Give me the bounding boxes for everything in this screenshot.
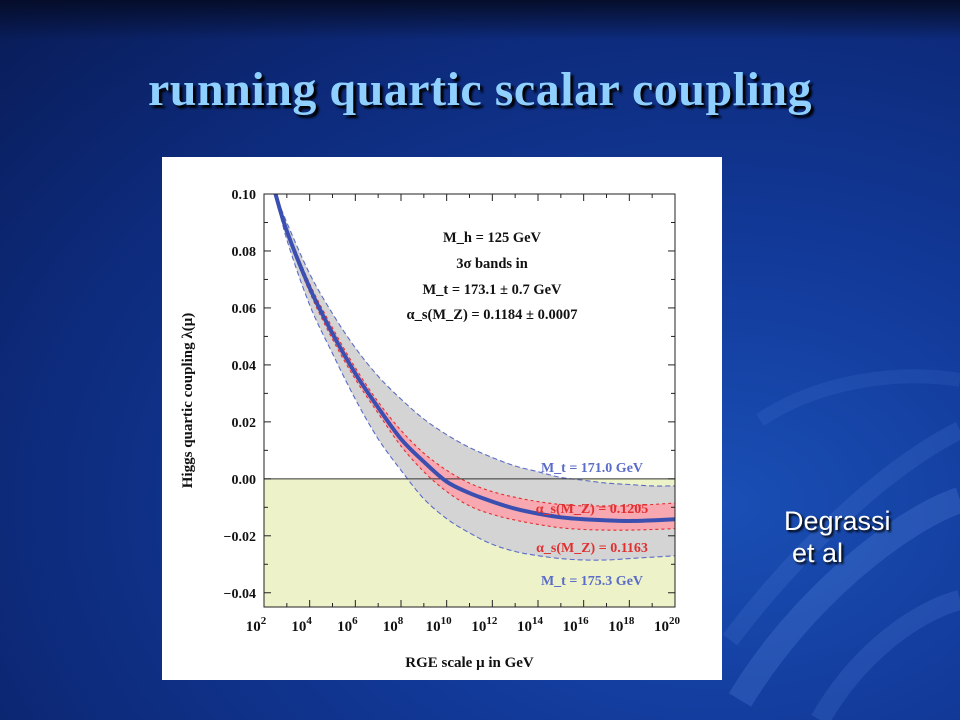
credit-line-2: et al	[792, 538, 844, 568]
band-annotation: M_t = 175.3 GeV	[541, 574, 643, 589]
y-tick-label: 0.02	[232, 416, 257, 431]
coupling-chart: 102 104 106 108 1010 1012 1014 1016 1018 1020 0.10…	[180, 188, 681, 671]
y-axis-label: Higgs quartic coupling λ(μ)	[180, 313, 196, 488]
alpha-lower-line	[274, 194, 675, 531]
y-tick-label: −0.02	[224, 530, 256, 545]
y-tick-label: 0.04	[232, 359, 257, 374]
central-curve	[273, 194, 675, 524]
x-tick-label: 1014	[517, 615, 544, 635]
x-tick-label: 1018	[608, 615, 635, 635]
mt-upper-line	[274, 194, 675, 487]
credit-line-1: Degrassi	[784, 506, 891, 536]
credit-text: Degrassi et al	[772, 505, 922, 569]
y-tick-label: 0.00	[232, 473, 257, 488]
x-tick-label: 106	[337, 615, 358, 635]
legend-line: 3σ bands in	[456, 256, 528, 272]
x-axis-label: RGE scale μ in GeV	[405, 655, 534, 671]
x-tick-label: 104	[291, 615, 312, 635]
x-tick-label: 108	[383, 615, 404, 635]
x-tick-label: 102	[246, 615, 267, 635]
top-shade	[0, 0, 960, 40]
band-annotation: α_s(M_Z) = 0.1163	[536, 541, 648, 556]
band-annotation: α_s(M_Z) = 0.1205	[536, 502, 649, 517]
y-tick-label: 0.08	[232, 245, 257, 260]
x-tick-label: 1012	[471, 615, 498, 635]
alpha-upper-line	[274, 194, 675, 507]
y-tick-label: 0.06	[232, 302, 257, 317]
slide-title: running quartic scalar coupling	[147, 63, 813, 116]
x-tick-label: 1010	[426, 615, 453, 635]
x-tick-label: 1020	[654, 615, 681, 635]
legend-line: M_h = 125 GeV	[443, 230, 542, 246]
legend-line: M_t = 173.1 ± 0.7 GeV	[422, 282, 562, 298]
y-tick-label: 0.10	[232, 188, 257, 203]
x-tick-label: 1016	[563, 615, 590, 635]
chart-figure: 102 104 106 108 1010 1012 1014 1016 1018 1020 0.10…	[162, 157, 722, 680]
y-tick-label: −0.04	[224, 587, 256, 602]
band-annotation: M_t = 171.0 GeV	[541, 461, 643, 476]
legend-line: α_s(M_Z) = 0.1184 ± 0.0007	[407, 307, 578, 323]
mt-lower-line	[274, 194, 675, 561]
